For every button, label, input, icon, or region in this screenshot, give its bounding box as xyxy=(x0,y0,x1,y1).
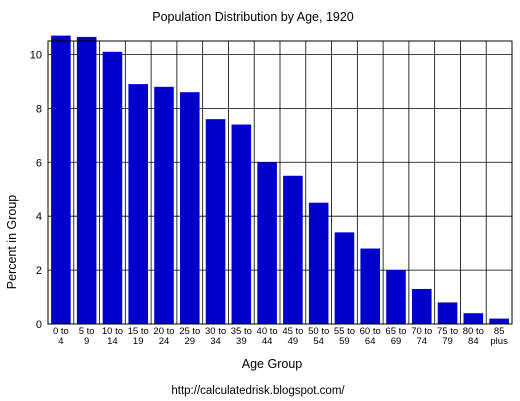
bar xyxy=(257,162,277,324)
grid-lines xyxy=(48,41,512,324)
x-tick-label: 70 to xyxy=(411,326,432,337)
x-tick-label: 20 to xyxy=(153,326,174,337)
x-tick-label: 24 xyxy=(159,336,170,347)
x-tick-label: 34 xyxy=(210,336,221,347)
x-tick-label: 5 to xyxy=(79,326,95,337)
x-tick-label: 29 xyxy=(184,336,195,347)
x-tick-label: 39 xyxy=(236,336,247,347)
x-tick-label: 9 xyxy=(84,336,89,347)
x-tick-label: 74 xyxy=(416,336,427,347)
x-tick-label: 19 xyxy=(133,336,144,347)
y-tick-labels: 0 2 4 6 8 10 xyxy=(30,49,42,331)
x-tick-label: 85 xyxy=(494,326,505,337)
y-tick-label: 0 xyxy=(36,319,42,331)
bar xyxy=(128,84,149,324)
x-tick-label: 45 to xyxy=(282,326,303,337)
bar xyxy=(334,232,355,324)
x-tick-label: 4 xyxy=(58,336,63,347)
y-tick-label: 10 xyxy=(30,49,42,61)
bar xyxy=(205,119,226,325)
x-tick-label: 35 to xyxy=(231,326,252,337)
x-tick-label: 30 to xyxy=(205,326,226,337)
bar xyxy=(283,175,303,324)
x-tick-label: 40 to xyxy=(257,326,278,337)
x-tick-label: 64 xyxy=(365,336,376,347)
x-tick-label: 54 xyxy=(313,336,324,347)
x-tick-label: 14 xyxy=(107,336,118,347)
bar xyxy=(179,92,200,324)
y-axis-label: Percent in Group xyxy=(5,195,19,290)
x-tick-label: 50 to xyxy=(308,326,329,337)
bar xyxy=(463,313,484,324)
x-tick-label: 75 to xyxy=(437,326,458,337)
bar xyxy=(102,51,123,325)
x-tick-label: 69 xyxy=(391,336,402,347)
x-tick-label: 80 to xyxy=(463,326,484,337)
x-tick-label: 84 xyxy=(468,336,479,347)
bar xyxy=(76,36,97,324)
x-tick-label: 44 xyxy=(262,336,273,347)
bar xyxy=(411,288,432,324)
chart-title: Population Distribution by Age, 1920 xyxy=(152,10,354,24)
y-tick-label: 2 xyxy=(36,265,42,277)
x-tick-label: 49 xyxy=(288,336,299,347)
bar xyxy=(386,270,406,324)
x-tick-label: 65 to xyxy=(385,326,406,337)
source-url: http://calculatedrisk.blogspot.com/ xyxy=(171,385,345,397)
bar xyxy=(308,202,329,324)
x-axis-label: Age Group xyxy=(242,357,303,371)
plot-frame xyxy=(47,40,513,325)
bar xyxy=(360,248,381,324)
x-tick-label: 79 xyxy=(442,336,453,347)
x-tick-label: plus xyxy=(490,336,508,347)
y-tick-label: 4 xyxy=(36,211,42,223)
y-tick-label: 8 xyxy=(36,103,42,115)
x-tick-label: 10 to xyxy=(102,326,123,337)
y-tick-label: 6 xyxy=(36,157,42,169)
bar xyxy=(437,302,458,324)
bar xyxy=(51,35,71,324)
bar xyxy=(489,318,509,324)
bar xyxy=(154,86,174,324)
x-tick-label: 0 to xyxy=(53,326,69,337)
bar xyxy=(231,124,252,324)
x-tick-label: 15 to xyxy=(128,326,149,337)
x-tick-label: 55 to xyxy=(334,326,355,337)
x-tick-label: 60 to xyxy=(360,326,381,337)
x-tick-label: 59 xyxy=(339,336,350,347)
x-tick-label: 25 to xyxy=(179,326,200,337)
bars xyxy=(51,35,509,325)
